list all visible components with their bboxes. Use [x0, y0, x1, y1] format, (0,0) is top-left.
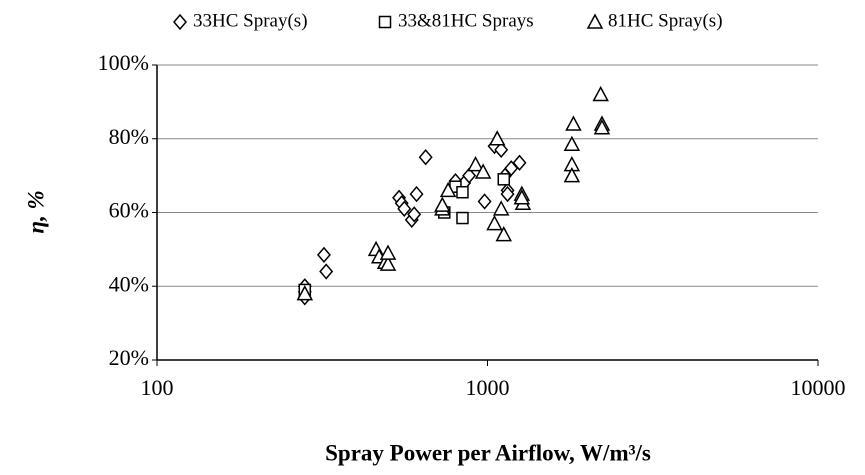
point — [434, 196, 451, 212]
point — [456, 211, 469, 225]
legend-text: 33HC Spray(s) — [193, 10, 308, 31]
y-tick-label: 40% — [109, 271, 149, 296]
point — [456, 185, 469, 199]
legend-text: 33&81HC Sprays — [398, 10, 534, 31]
point — [492, 200, 510, 216]
point — [497, 173, 511, 186]
x-tick-label: 100 — [141, 375, 174, 400]
point — [513, 189, 531, 205]
point — [563, 167, 581, 183]
point — [512, 154, 527, 171]
y-axis-title: η, % — [23, 190, 48, 233]
legend-marker — [173, 13, 187, 31]
x-tick-label: 1000 — [466, 375, 510, 400]
x-axis-title: Spray Power per Airflow, W/m³/s — [325, 440, 651, 465]
point — [409, 185, 424, 203]
point — [500, 185, 515, 203]
point — [563, 135, 581, 152]
point — [467, 155, 484, 172]
point — [592, 85, 609, 102]
legend-marker — [378, 15, 392, 29]
point — [494, 141, 509, 158]
point — [488, 130, 506, 146]
point — [397, 200, 412, 217]
point — [477, 193, 492, 210]
point — [474, 163, 492, 179]
point — [319, 263, 334, 280]
point — [495, 226, 513, 242]
point — [418, 149, 433, 166]
x-tick-label: 10000 — [791, 375, 846, 400]
point — [593, 119, 611, 135]
y-tick-label: 20% — [109, 345, 149, 370]
y-tick-label: 60% — [109, 198, 149, 223]
legend-marker — [586, 13, 604, 29]
point — [486, 214, 503, 231]
legend-text: 81HC Spray(s) — [608, 10, 723, 31]
point — [379, 255, 397, 271]
y-tick-label: 80% — [109, 124, 149, 149]
point — [407, 206, 422, 223]
point — [296, 285, 314, 301]
y-tick-label: 100% — [98, 50, 149, 75]
point — [379, 244, 397, 260]
point — [504, 160, 519, 177]
point — [462, 167, 477, 184]
point — [316, 246, 331, 264]
point — [565, 115, 582, 131]
point — [439, 181, 457, 198]
